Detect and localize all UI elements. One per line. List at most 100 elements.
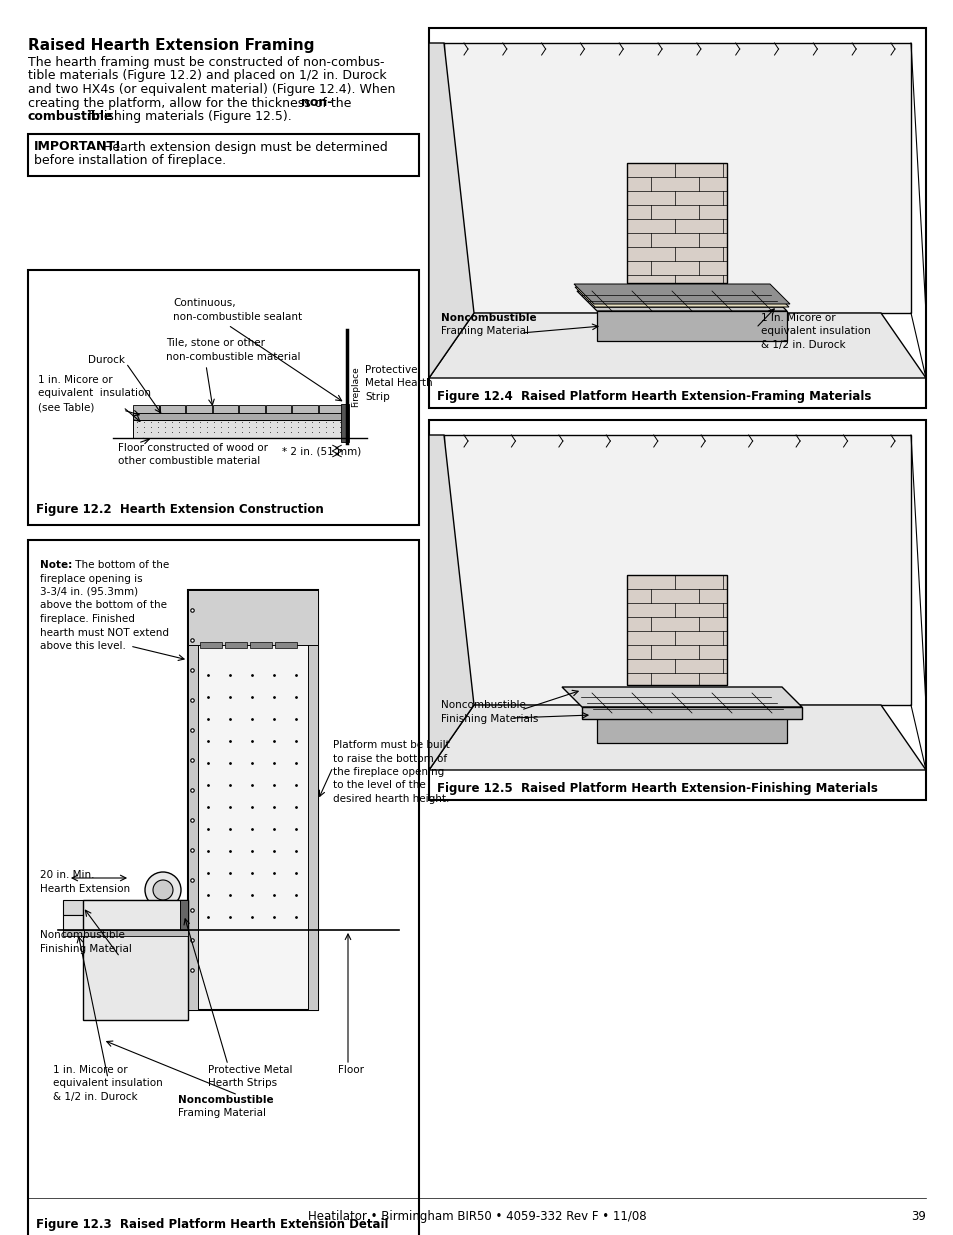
Text: Figure 12.4  Raised Platform Hearth Extension-Framing Materials: Figure 12.4 Raised Platform Hearth Exten… (436, 390, 870, 403)
Bar (308, 590, 317, 1010)
Text: * 2 in. (51 mm): * 2 in. (51 mm) (282, 446, 361, 456)
Text: fireplace. Finished: fireplace. Finished (40, 614, 134, 624)
Text: to raise the bottom of: to raise the bottom of (333, 753, 447, 763)
Text: Noncombustible: Noncombustible (40, 930, 125, 940)
Bar (274, 642, 296, 648)
Bar (132, 412, 345, 420)
Polygon shape (574, 284, 789, 304)
Bar (188, 590, 317, 1010)
Polygon shape (429, 705, 925, 769)
Text: hearth must NOT extend: hearth must NOT extend (40, 627, 169, 637)
Polygon shape (577, 693, 786, 713)
Polygon shape (443, 43, 910, 312)
Text: Tile, stone or other: Tile, stone or other (166, 338, 265, 348)
Text: equivalent insulation: equivalent insulation (760, 326, 870, 336)
Text: Hearth Strips: Hearth Strips (208, 1078, 276, 1088)
Polygon shape (575, 287, 788, 308)
Text: & 1/2 in. Durock: & 1/2 in. Durock (760, 340, 844, 350)
Bar (83, 900, 188, 1020)
Text: Figure 12.2  Hearth Extension Construction: Figure 12.2 Hearth Extension Constructio… (36, 503, 323, 516)
Text: Note:: Note: (40, 559, 72, 571)
Text: IMPORTANT!: IMPORTANT! (34, 141, 122, 153)
Text: creating the platform, allow for the thickness of the: creating the platform, allow for the thi… (28, 96, 355, 110)
Text: combustible: combustible (28, 110, 113, 124)
Polygon shape (597, 713, 786, 743)
Bar (28, 133, 418, 175)
Bar (239, 405, 265, 412)
Polygon shape (443, 435, 910, 705)
Text: Metal Hearth: Metal Hearth (365, 378, 432, 389)
Text: Noncombustible: Noncombustible (440, 312, 536, 324)
Text: The bottom of the: The bottom of the (71, 559, 169, 571)
Text: before installation of fireplace.: before installation of fireplace. (34, 154, 226, 167)
Bar (63, 930, 188, 936)
Bar (213, 405, 238, 412)
Text: Floor: Floor (337, 1065, 364, 1074)
Polygon shape (429, 312, 925, 378)
Bar (429, 28, 925, 408)
Bar (200, 642, 222, 648)
Text: 1 in. Micore or: 1 in. Micore or (53, 1065, 128, 1074)
Text: above this level.: above this level. (40, 641, 126, 651)
Text: other combustible material: other combustible material (118, 457, 260, 467)
Text: Framing Material: Framing Material (178, 1109, 266, 1119)
Bar (225, 642, 247, 648)
Bar (626, 163, 726, 283)
Text: equivalent  insulation: equivalent insulation (38, 389, 151, 399)
Text: Noncombustible: Noncombustible (178, 1095, 274, 1105)
Text: tible materials (Figure 12.2) and placed on 1/2 in. Durock: tible materials (Figure 12.2) and placed… (28, 69, 386, 83)
Text: Platform must be built: Platform must be built (333, 740, 449, 750)
Bar (180, 900, 188, 930)
Polygon shape (597, 311, 786, 341)
Text: Hearth extension design must be determined: Hearth extension design must be determin… (99, 141, 387, 153)
Text: above the bottom of the: above the bottom of the (40, 600, 167, 610)
Text: non-combustible sealant: non-combustible sealant (172, 311, 302, 321)
Text: non-: non- (300, 96, 332, 110)
Text: Finishing Material: Finishing Material (40, 944, 132, 953)
Polygon shape (561, 687, 801, 706)
Bar (340, 404, 349, 442)
Text: Protective Metal: Protective Metal (208, 1065, 293, 1074)
Text: Fireplace: Fireplace (351, 366, 359, 406)
Polygon shape (581, 706, 801, 719)
Text: 20 in. Min.: 20 in. Min. (40, 869, 94, 881)
Bar (188, 590, 198, 1010)
Text: Hearth Extension: Hearth Extension (40, 883, 130, 893)
Text: fireplace opening is: fireplace opening is (40, 573, 143, 583)
Polygon shape (429, 43, 474, 378)
Text: Durock: Durock (88, 354, 125, 366)
Text: Framing Material: Framing Material (440, 326, 529, 336)
Text: Raised Hearth Extension Framing: Raised Hearth Extension Framing (28, 38, 314, 53)
Text: Finishing Materials: Finishing Materials (440, 714, 537, 724)
Bar (160, 405, 185, 412)
Bar (250, 642, 272, 648)
Bar (318, 405, 344, 412)
Bar (28, 540, 418, 1235)
Bar (63, 900, 188, 915)
Bar (293, 405, 317, 412)
Text: Heatilator • Birmingham BIR50 • 4059-332 Rev F • 11/08: Heatilator • Birmingham BIR50 • 4059-332… (308, 1210, 645, 1223)
Text: and two HX4s (or equivalent material) (Figure 12.4). When: and two HX4s (or equivalent material) (F… (28, 83, 395, 96)
Bar (132, 420, 345, 438)
Text: desired hearth height.: desired hearth height. (333, 794, 449, 804)
Text: 1 in. Micore or: 1 in. Micore or (760, 312, 835, 324)
Text: non-combustible material: non-combustible material (166, 352, 300, 362)
Text: equivalent insulation: equivalent insulation (53, 1078, 163, 1088)
Text: Strip: Strip (365, 391, 390, 403)
Text: Noncombustible: Noncombustible (440, 700, 525, 710)
Text: to the level of the: to the level of the (333, 781, 425, 790)
Text: 3-3/4 in. (95.3mm): 3-3/4 in. (95.3mm) (40, 587, 138, 597)
Text: Figure 12.3  Raised Platform Hearth Extension Detail: Figure 12.3 Raised Platform Hearth Exten… (36, 1218, 388, 1231)
Circle shape (145, 872, 181, 908)
Text: the fireplace opening: the fireplace opening (333, 767, 444, 777)
Bar (266, 405, 292, 412)
Bar (28, 270, 418, 525)
Bar (133, 405, 159, 412)
Text: Continuous,: Continuous, (172, 298, 235, 308)
Text: 39: 39 (910, 1210, 925, 1223)
Text: & 1/2 in. Durock: & 1/2 in. Durock (53, 1092, 137, 1102)
Text: The hearth framing must be constructed of non-combus-: The hearth framing must be constructed o… (28, 56, 384, 69)
Bar (626, 576, 726, 685)
Text: Protective: Protective (365, 366, 417, 375)
Bar (188, 590, 317, 645)
